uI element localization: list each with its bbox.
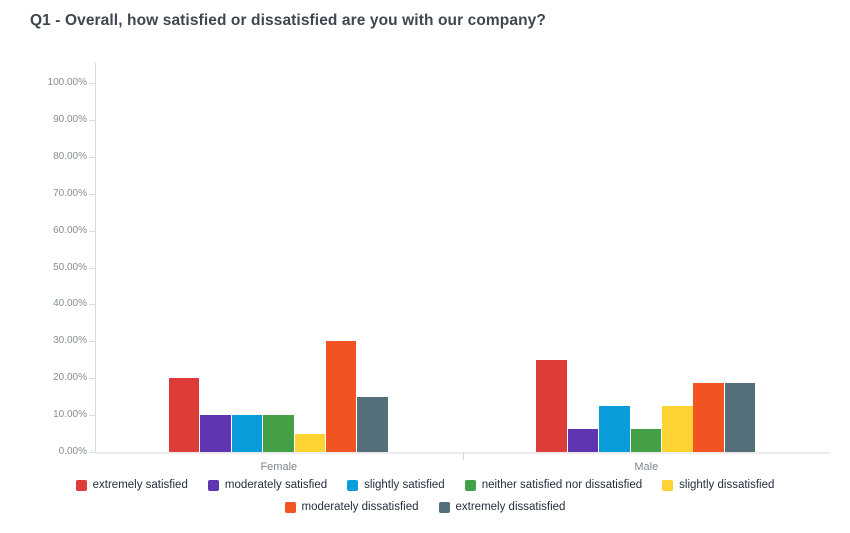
y-axis-tick-label: 60.00% — [53, 225, 87, 236]
y-tick-mark — [89, 83, 95, 84]
y-axis-tick-label: 20.00% — [53, 372, 87, 383]
y-axis-tick-label: 10.00% — [53, 409, 87, 420]
legend-swatch-extremely-dissatisfied — [438, 501, 450, 513]
legend-label: slightly satisfied — [364, 479, 445, 491]
legend-item-slightly-satisfied[interactable]: slightly satisfied — [347, 479, 445, 491]
legend-row-2: moderately dissatisfied extremely dissati… — [0, 499, 850, 515]
y-tick-mark — [89, 378, 95, 379]
legend-swatch-extremely-satisfied — [75, 479, 87, 491]
legend-row-1: extremely satisfied moderately satisfied s… — [0, 477, 850, 493]
bar-female-slightly-dissatisfied[interactable] — [294, 433, 325, 452]
bar-female-extremely-dissatisfied[interactable] — [357, 396, 388, 452]
legend-label: slightly dissatisfied — [679, 479, 775, 491]
legend-swatch-slightly-satisfied — [347, 479, 359, 491]
bar-female-moderately-dissatisfied[interactable] — [325, 341, 357, 452]
legend-swatch-moderately-satisfied — [207, 479, 219, 491]
bar-female-extremely-satisfied[interactable] — [168, 378, 200, 452]
y-tick-mark — [89, 452, 95, 453]
legend-item-slightly-dissatisfied[interactable]: slightly dissatisfied — [662, 479, 774, 491]
y-tick-mark — [89, 268, 95, 269]
bar-male-neither-satisfied-nor-dissatisfied[interactable] — [630, 428, 661, 452]
legend-label: moderately dissatisfied — [301, 501, 419, 513]
x-axis-label-female: Female — [260, 461, 298, 473]
bar-male-slightly-satisfied[interactable] — [599, 405, 630, 452]
y-tick-mark — [89, 415, 95, 416]
y-tick-mark — [89, 120, 95, 121]
y-axis-tick-label: 80.00% — [53, 151, 87, 162]
y-axis-tick-label: 100.00% — [47, 77, 87, 88]
x-axis-label-male: Male — [634, 461, 659, 473]
legend-label: extremely satisfied — [92, 479, 188, 491]
legend-label: neither satisfied nor dissatisfied — [481, 479, 643, 491]
x-axis-baseline — [95, 452, 830, 454]
y-tick-mark — [89, 194, 95, 195]
y-axis-tick-label: 40.00% — [53, 298, 87, 309]
legend-swatch-slightly-dissatisfied — [662, 479, 674, 491]
bar-female-moderately-satisfied[interactable] — [200, 415, 231, 452]
bar-male-extremely-satisfied[interactable] — [536, 359, 567, 453]
bar-male-slightly-dissatisfied[interactable] — [662, 405, 693, 452]
y-axis-tick-label: 90.00% — [53, 114, 87, 125]
legend-item-extremely-dissatisfied[interactable]: extremely dissatisfied — [438, 501, 566, 513]
y-tick-mark — [89, 157, 95, 158]
legend-swatch-neither-satisfied-nor-dissatisfied — [464, 479, 476, 491]
legend-item-extremely-satisfied[interactable]: extremely satisfied — [75, 479, 188, 491]
bar-male-moderately-satisfied[interactable] — [567, 428, 599, 452]
bar-male-moderately-dissatisfied[interactable] — [693, 382, 724, 452]
legend-label: extremely dissatisfied — [455, 501, 566, 513]
y-tick-mark — [89, 304, 95, 305]
x-axis-separator-tick — [463, 452, 464, 460]
y-tick-mark — [89, 341, 95, 342]
y-axis-tick-label: 50.00% — [53, 262, 87, 273]
legend-swatch-moderately-dissatisfied — [284, 501, 296, 513]
y-axis-tick-label: 30.00% — [53, 335, 87, 346]
y-axis-tick-label: 0.00% — [58, 446, 87, 457]
y-axis-tick-label: 70.00% — [53, 188, 87, 199]
legend: extremely satisfied moderately satisfied s… — [0, 477, 850, 521]
bar-female-slightly-satisfied[interactable] — [231, 415, 263, 452]
legend-item-moderately-dissatisfied[interactable]: moderately dissatisfied — [284, 501, 419, 513]
y-axis-line — [95, 63, 96, 452]
bar-male-extremely-dissatisfied[interactable] — [724, 382, 756, 452]
legend-item-neither-satisfied-nor-dissatisfied[interactable]: neither satisfied nor dissatisfied — [464, 479, 643, 491]
bar-female-neither-satisfied-nor-dissatisfied[interactable] — [263, 415, 294, 452]
legend-item-moderately-satisfied[interactable]: moderately satisfied — [207, 479, 328, 491]
y-tick-mark — [89, 231, 95, 232]
chart-title: Q1 - Overall, how satisfied or dissatisf… — [30, 12, 546, 29]
legend-label: moderately satisfied — [224, 479, 328, 491]
